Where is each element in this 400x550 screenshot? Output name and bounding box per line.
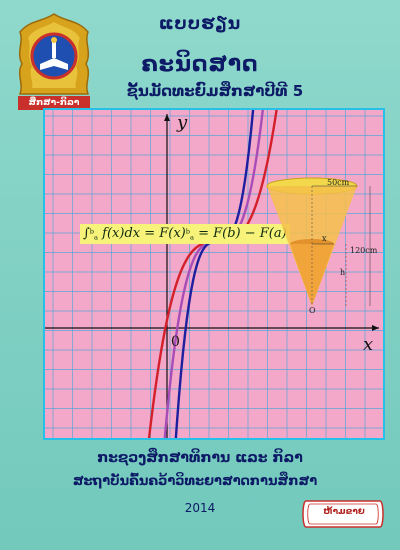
integral-formula: ∫ba f(x)dx = F(x)ba = F(b) − F(a) (80, 224, 290, 244)
cover-title: ຄະນິດສາດ (141, 52, 259, 77)
formula-main: f(x)dx = F(x) (102, 226, 186, 241)
y-axis-arrow (164, 114, 170, 121)
origin-label: 0 (171, 334, 180, 350)
graph-panel: y x 0 (43, 108, 385, 440)
x-axis-label: x (363, 334, 373, 355)
x-axis-arrow (372, 325, 379, 331)
cone-height-label: 120cm (350, 246, 378, 255)
integral-limits: ba (89, 227, 99, 242)
grade-level: ຊັ້ນມັດທະຍົມສຶກສາປີທີ 5 (126, 82, 304, 100)
cover-subtitle: ແບບຮຽນ (158, 14, 242, 34)
ministry-name: ກະຊວງສຶກສາທິການ ແລະ ກິລາ (97, 450, 303, 466)
not-for-sale-badge (302, 500, 384, 528)
cone-apex-label: O (309, 306, 316, 315)
cone-x-label: x (322, 234, 327, 243)
ministry-logo (18, 13, 90, 110)
cone-h-label: h (340, 268, 346, 277)
publication-year: 2014 (184, 501, 216, 515)
institute-name: ສະຖາບັນຄົ້ນຄວ້າວິທະຍາສາດການສຶກສາ (72, 474, 318, 489)
not-for-sale-text: ຫ້າມຂາຍ (323, 507, 365, 517)
formula-eval-limits: ba (185, 227, 194, 242)
logo-caption: ສຶກສາ-ກິລາ (28, 98, 80, 108)
integral-sign: ∫ (83, 226, 90, 241)
cone-diagram (266, 177, 371, 306)
y-axis-label: y (176, 112, 188, 133)
formula-rest: = F(b) − F(a) (193, 226, 287, 241)
cone-top-label: 50cm (327, 178, 350, 187)
